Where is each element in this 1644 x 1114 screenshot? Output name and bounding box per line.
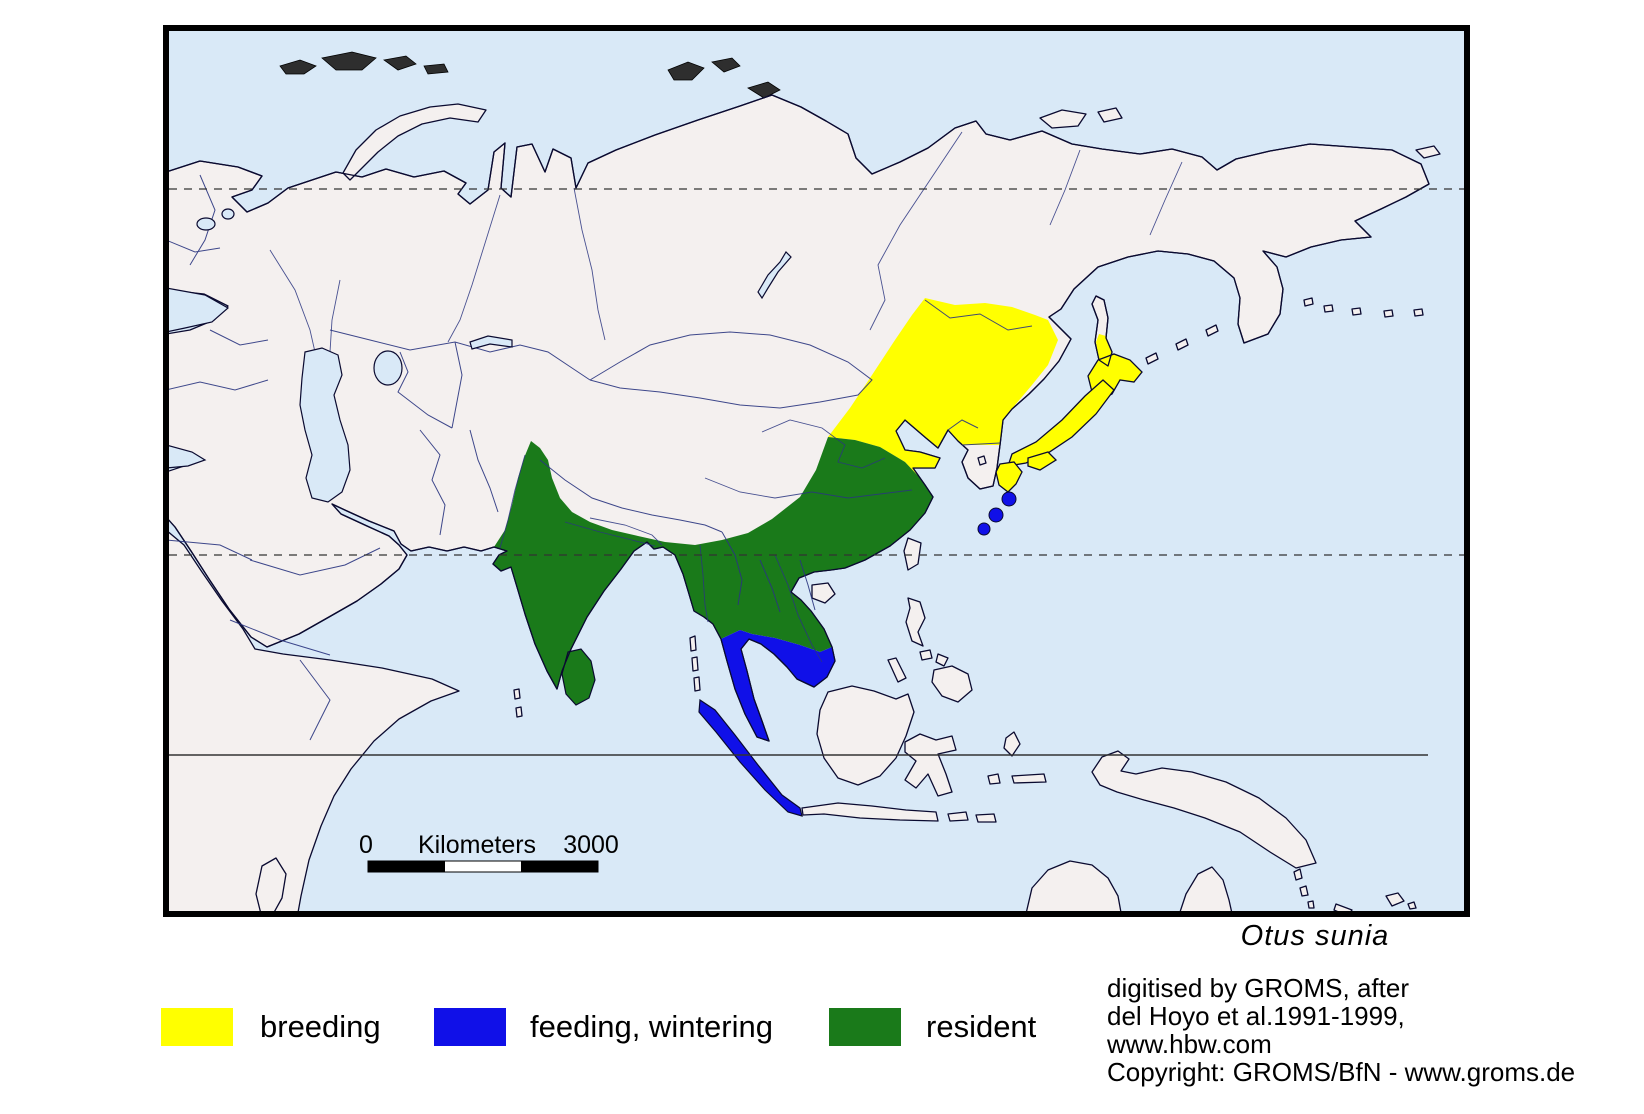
species-title: Otus sunia [1240,920,1390,952]
attribution-line: Copyright: GROMS/BfN - www.groms.de [1107,1057,1576,1087]
mediterranean-wedge [169,445,207,469]
resident-region-sri-lanka [561,648,596,706]
lakes [169,208,792,503]
black-sea [169,287,230,332]
breeding-region-mainland [828,298,1058,497]
lake-baikal [757,251,792,300]
madagascar [255,857,287,911]
fiji [1385,892,1417,910]
lake-ladoga [196,217,216,231]
caspian-sea [299,347,351,503]
novaya-zemlya [342,103,487,181]
feeding-site-dot [988,507,1004,523]
legend: breeding feeding, wintering resident [0,1008,1644,1048]
borneo [816,685,915,786]
feeding-wintering-region-mainland [721,630,835,741]
attribution-line: digitised by GROMS, after [1107,973,1409,1003]
aral-sea [373,350,403,386]
rivers [269,131,1183,663]
legend-label-breeding: breeding [260,1009,381,1044]
legend-swatch-feeding-wintering [434,1008,506,1046]
scale-end-label: 3000 [563,831,619,859]
severnaya-zemlya [667,57,781,99]
attribution-line: www.hbw.com [1107,1029,1272,1059]
honshu [1007,379,1115,467]
new-guinea [1091,750,1317,869]
graticule [169,188,1464,756]
new-siberian-islands [1039,107,1123,129]
legend-label-feeding-wintering: feeding, wintering [530,1009,773,1044]
breeding-region-japan [995,353,1143,493]
scale-unit-label: Kilometers [418,831,536,859]
tsushima [977,455,987,466]
scale-bar: 0 Kilometers 3000 [359,831,619,873]
vanuatu [1293,868,1315,909]
maldives [513,688,523,718]
feeding-site-dot [1001,491,1017,507]
coastline-overlay [169,94,1430,742]
luzon [905,597,926,647]
legend-swatch-resident [829,1008,901,1046]
attribution-block: digitised by GROMS, after del Hoyo et al… [1107,974,1575,1086]
moluccas [987,731,1047,785]
landmasses [169,94,1441,911]
andaman-nicobar [689,635,701,692]
palawan [887,657,907,683]
visayas [919,649,949,667]
wrangel-island [1415,145,1441,159]
mindanao [931,665,973,703]
legend-label-resident: resident [926,1009,1037,1044]
attribution-line: del Hoyo et al.1991-1999, [1107,1001,1405,1031]
scale-start-label: 0 [359,831,373,859]
lake-balkhash [469,335,513,350]
hainan [811,582,836,604]
australia-cape-york [1179,866,1233,911]
resident-region-mainland [493,437,933,689]
feeding-wintering-region-sumatra [698,698,803,817]
australia-arnhem [1025,860,1122,911]
africa [169,531,460,911]
taiwan [903,537,922,571]
java [801,802,939,822]
franz-josef-land [279,51,781,99]
lake-onega [221,208,235,220]
new-caledonia [1333,903,1353,911]
sulawesi [904,733,957,797]
shikoku [1027,451,1058,471]
feeding-site-dot [977,522,991,536]
feeding-site-dots [977,491,1017,536]
legend-swatch-breeding [161,1008,233,1046]
lesser-sunda [947,811,997,823]
aleutian-islands [1303,297,1424,318]
kyushu [995,461,1023,493]
